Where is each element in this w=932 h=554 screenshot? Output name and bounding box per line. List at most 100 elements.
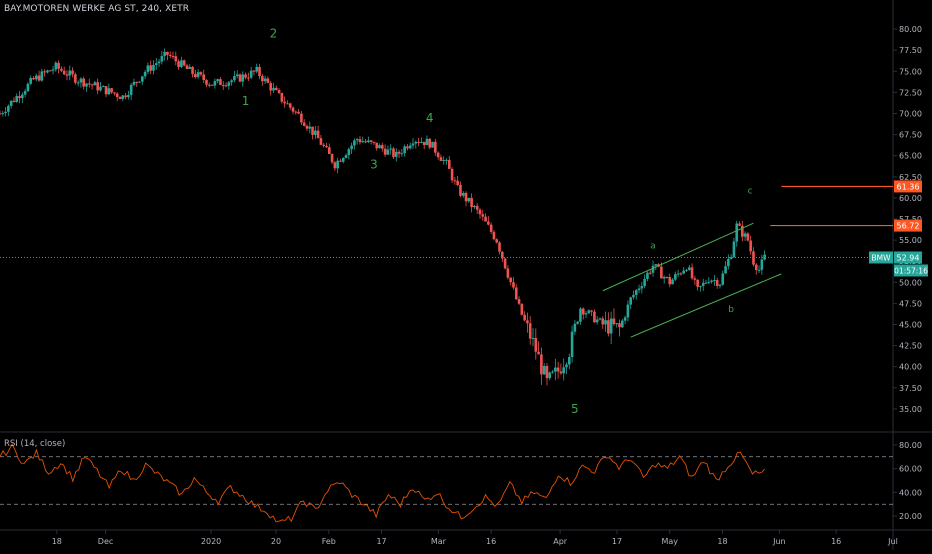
candle-body: [501, 251, 504, 259]
candle-body: [4, 111, 7, 114]
time-tick-label: Apr: [553, 537, 568, 546]
candle-body: [185, 65, 189, 69]
candle-body: [146, 65, 150, 72]
candle-body: [757, 269, 761, 271]
candle-body: [143, 71, 147, 77]
candle-body: [219, 79, 222, 85]
candle-body: [350, 145, 353, 150]
candle-body: [71, 70, 74, 75]
candle-body: [358, 139, 362, 143]
candle-body: [12, 100, 16, 102]
candle-body: [372, 141, 376, 143]
candle-body: [481, 214, 485, 217]
candle-body: [607, 320, 610, 334]
candle-body: [314, 130, 317, 135]
candle-body: [623, 317, 627, 321]
candle-body: [283, 101, 286, 104]
candle-body: [679, 273, 683, 275]
candle-body: [163, 51, 166, 56]
candle-body: [629, 297, 632, 305]
time-tick-label: 16: [486, 537, 496, 546]
candle-body: [394, 151, 398, 157]
candle-body: [339, 160, 342, 162]
candle-body: [327, 147, 331, 154]
candle-body: [414, 141, 418, 144]
candle-body: [174, 56, 178, 62]
time-tick-label: Jun: [772, 537, 786, 546]
rsi-tick-label: 60.00: [899, 465, 922, 474]
candle-body: [255, 66, 259, 72]
candle-body: [233, 76, 236, 81]
candle-body: [230, 80, 233, 83]
candle-body: [517, 299, 521, 304]
candle-body: [46, 70, 49, 73]
candle-body: [637, 288, 641, 291]
candle-body: [727, 258, 730, 267]
candle-body: [741, 225, 744, 237]
candle-body: [754, 264, 758, 270]
candle-body: [651, 265, 655, 273]
price-tick-label: 60.00: [899, 194, 922, 203]
candle-body: [96, 82, 99, 91]
candle-body: [160, 55, 164, 62]
candle-body: [272, 87, 275, 91]
candle-body: [509, 277, 512, 283]
candle-body: [542, 365, 546, 375]
candle-body: [177, 61, 180, 68]
candle-body: [99, 86, 102, 91]
candle-body: [464, 192, 468, 202]
candle-body: [618, 323, 621, 328]
candle-body: [135, 81, 139, 83]
candle-body: [322, 144, 326, 147]
candle-body: [713, 280, 716, 282]
candle-body: [752, 251, 755, 265]
rsi-tick-label: 40.00: [899, 488, 922, 497]
candle-body: [595, 319, 599, 323]
rsi-tick-label: 80.00: [899, 441, 922, 450]
candle-body: [154, 63, 158, 65]
wave-label: 2: [270, 27, 278, 41]
price-tick-label: 50.00: [899, 278, 922, 287]
candle-body: [62, 70, 66, 75]
candle-body: [216, 79, 219, 82]
candle-body: [286, 103, 289, 105]
candle-body: [1, 113, 5, 115]
last-price-label: 52.94: [897, 253, 920, 262]
candle-body: [445, 159, 448, 161]
wave-label: 1: [242, 94, 250, 108]
candle-body: [0, 113, 2, 115]
candle-body: [707, 281, 711, 283]
candle-body: [526, 320, 529, 324]
candle-body: [23, 91, 27, 95]
candle-body: [311, 126, 314, 135]
candle-body: [68, 70, 72, 76]
candle-body: [724, 266, 727, 274]
candle-body: [43, 71, 46, 73]
candle-body: [621, 320, 624, 328]
candle-body: [104, 86, 108, 95]
channel-line: [630, 273, 782, 338]
candle-body: [442, 160, 446, 162]
candle-body: [383, 148, 387, 155]
candle-body: [721, 273, 725, 285]
candle-body: [662, 276, 666, 279]
candle-body: [277, 90, 281, 93]
candle-body: [210, 84, 214, 86]
candle-body: [601, 318, 605, 325]
candle-body: [693, 278, 697, 280]
candle-body: [551, 371, 554, 373]
candle-body: [584, 313, 588, 315]
time-tick-label: May: [661, 537, 678, 546]
channel-line: [602, 222, 754, 292]
candle-body: [88, 83, 91, 85]
candle-body: [420, 141, 423, 143]
candle-body: [258, 66, 261, 77]
candle-body: [746, 233, 750, 241]
candle-body: [461, 192, 465, 196]
candle-body: [512, 282, 515, 288]
candle-body: [48, 70, 52, 72]
last-price-tag: [894, 251, 922, 264]
symbol-label: BMW: [871, 253, 891, 262]
